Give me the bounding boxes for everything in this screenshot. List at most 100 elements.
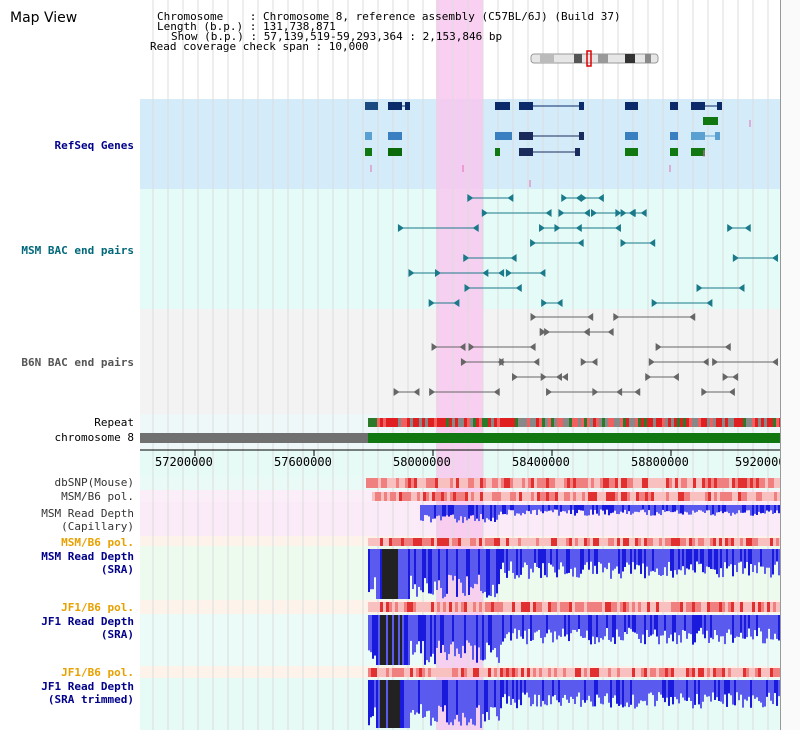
msm-depth-sra-bar <box>454 549 456 576</box>
jf1-depth-label[interactable]: JF1 Read Depth <box>41 615 134 628</box>
repeat-track[interactable] <box>368 418 782 427</box>
jf1-pol2-cell <box>626 668 629 677</box>
msm-bac-pair-end <box>732 254 739 262</box>
jf1-depth-bar <box>528 615 530 629</box>
jf1-pol2-cell <box>608 668 611 677</box>
msm-depth-sra-bar <box>470 549 472 588</box>
dbsnp-cell <box>555 478 558 488</box>
jf1-pol-cell <box>701 602 704 612</box>
jf1-depth-bar <box>466 615 468 641</box>
jf1-pol-cell <box>698 602 701 612</box>
msm-pol-cell <box>459 492 462 501</box>
jf1-pol-cell <box>590 602 593 612</box>
msm-pol2-cell <box>458 538 461 546</box>
jf1-trim-bar <box>772 680 774 705</box>
jf1-trim-bar <box>710 680 712 702</box>
b6n-bac-track-label[interactable]: B6N BAC end pairs <box>21 356 134 369</box>
repeat-element <box>425 418 428 427</box>
b6n-bac-pair-end <box>539 328 546 336</box>
repeat-element <box>668 418 671 427</box>
repeat-element <box>479 418 482 427</box>
msm-pol-cell <box>429 492 432 501</box>
jf1-depth-bar <box>402 615 404 665</box>
msm-depth-sra-bar <box>526 549 528 565</box>
b6n-bac-pair-end <box>413 388 420 396</box>
jf1-pol2-cell <box>707 668 710 677</box>
jf1-depth-bar <box>372 615 374 659</box>
jf1-pol-cell <box>620 602 623 612</box>
jf1-pol2-cell <box>545 668 548 677</box>
msm-depth-cap-bar <box>714 505 716 516</box>
msm-depth-sra-label[interactable]: MSM Read Depth <box>41 550 134 563</box>
jf1-trim-bar <box>684 680 686 701</box>
msm-depth-cap-label[interactable]: MSM Read Depth <box>41 507 134 520</box>
msm-pol-cell <box>393 492 396 501</box>
msm-pol2-cell <box>734 538 737 546</box>
msm-depth-cap-bar <box>664 505 666 512</box>
msm-pol2-cell <box>401 538 404 546</box>
msm-depth-sra-bar <box>430 549 432 594</box>
jf1-trim-label[interactable]: JF1 Read Depth <box>41 680 134 693</box>
msm-depth-cap-bar <box>570 505 572 515</box>
jf1-trim-bar <box>488 680 490 720</box>
msm-pol2-cell <box>578 538 581 546</box>
jf1-depth-bar <box>750 615 752 637</box>
jf1-trim-bar <box>476 680 478 708</box>
dbsnp-cell <box>483 478 486 488</box>
jf1-trim-bar <box>616 680 618 704</box>
jf1-depth-bar <box>650 615 652 636</box>
repeat-element <box>494 418 497 427</box>
msm-depth-cap-bar <box>544 505 546 512</box>
jf1-pol2-cell <box>767 668 770 677</box>
msm-depth-cap-bar <box>758 505 760 512</box>
msm-depth-cap-bar <box>598 505 600 516</box>
chromosome-ideogram[interactable] <box>530 50 659 67</box>
repeat-element <box>683 418 686 427</box>
msm-bac-pair-end <box>558 209 565 217</box>
refseq-track-label[interactable]: RefSeq Genes <box>54 139 134 152</box>
dbsnp-cell <box>630 478 633 488</box>
repeat-element <box>602 418 605 427</box>
jf1-depth-bar <box>720 615 722 637</box>
msm-pol-cell <box>465 492 468 501</box>
jf1-trim-bar <box>750 680 752 708</box>
jf1-pol2-track-label[interactable]: JF1/B6 pol. <box>61 666 134 679</box>
jf1-trim-bar <box>536 680 538 707</box>
msm-pol2-cell <box>533 538 536 546</box>
dbsnp-cell <box>615 478 618 488</box>
msm-depth-sra-bar <box>426 549 428 584</box>
msm-depth-sra-bar <box>702 549 704 573</box>
msm-pol2-cell <box>473 538 476 546</box>
msm-pol2-track-label[interactable]: MSM/B6 pol. <box>61 536 134 549</box>
jf1-pol2-cell <box>746 668 749 677</box>
jf1-pol-cell <box>488 602 491 612</box>
jf1-pol-cell <box>383 602 386 612</box>
msm-bac-track-label[interactable]: MSM BAC end pairs <box>21 244 134 257</box>
jf1-trim-bar <box>480 680 482 728</box>
jf1-depth-bar <box>404 615 406 665</box>
jf1-depth-bar <box>638 615 640 640</box>
jf1-trim-bar <box>452 680 454 726</box>
scrollbar[interactable] <box>780 0 800 730</box>
axis-tick-label: 58800000 <box>631 455 689 469</box>
msm-pol-cell <box>708 492 711 501</box>
msm-pol-cell <box>495 492 498 501</box>
jf1-trim-bar <box>408 680 410 728</box>
msm-depth-sra-bar <box>392 549 394 599</box>
jf1-trim-bar <box>640 680 642 701</box>
jf1-depth-bar <box>760 615 762 632</box>
chromosome-bar-assembled[interactable] <box>368 433 781 443</box>
repeat-element <box>731 418 734 427</box>
b6n-bac-pair-end <box>580 358 587 366</box>
msm-pol2-cell <box>386 538 389 546</box>
jf1-pol-track-label[interactable]: JF1/B6 pol. <box>61 601 134 614</box>
jf1-trim-bar <box>700 680 702 709</box>
dbsnp-track-label[interactable]: dbSNP(Mouse) <box>54 476 134 489</box>
msm-pol-track-label[interactable]: MSM/B6 pol. <box>61 490 134 503</box>
msm-depth-sra-bar <box>424 549 426 579</box>
gene-feature-exon <box>703 117 717 125</box>
repeat-element <box>623 418 626 427</box>
msm-pol-cell <box>663 492 666 501</box>
msm-pol-cell <box>741 492 744 501</box>
